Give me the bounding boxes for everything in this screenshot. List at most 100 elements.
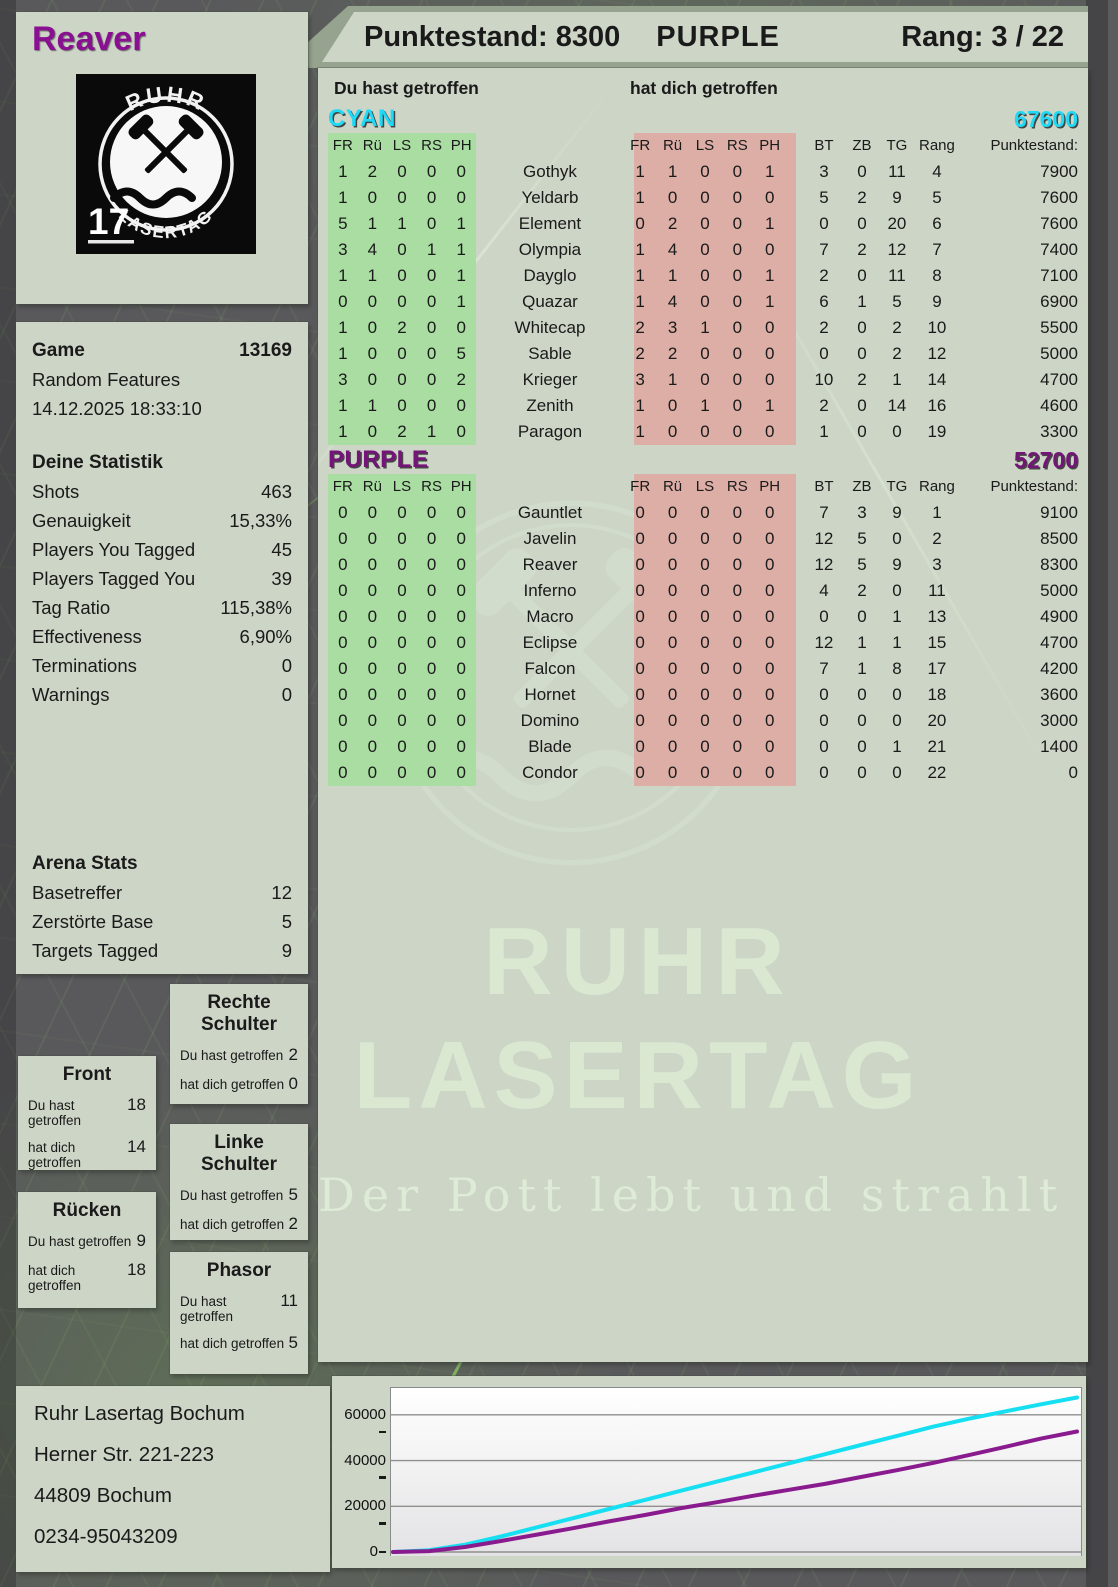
hitbox-taken-row: hat dich getroffen 18: [28, 1260, 146, 1293]
hitbox-taken-value: 14: [127, 1137, 146, 1156]
team-name: PURPLE: [328, 446, 429, 473]
cell-given: 0: [426, 318, 437, 337]
stat-row-label: Warnings: [32, 684, 110, 705]
cell-tg: 14: [887, 396, 907, 415]
hitbox-rechte-schulter: Rechte Schulter Du hast getroffen 2 hat dic…: [170, 984, 308, 1104]
col-gap: [786, 237, 804, 263]
cell-taken: 0: [732, 711, 743, 730]
col-gap: [786, 682, 804, 708]
main-score-panel: RUHR LASERTAG Der Pott lebt und strahlt …: [318, 68, 1088, 1362]
col-gap: [786, 578, 804, 604]
team-section-purple: PURPLE 52700 FR Rü LS RS PH FR Rü LS RS PH BT ZB TG Ran…: [318, 446, 1088, 786]
cell-taken: 2: [667, 214, 678, 233]
team-table: FR Rü LS RS PH FR Rü LS RS PH BT ZB TG Rang Punktestan…: [318, 133, 1088, 445]
arena-stats-rows: Basetreffer 12 Zerstörte Base 5 Targets Tagg…: [32, 878, 292, 965]
hitbox-given-row: Du hast getroffen 11: [180, 1291, 298, 1324]
cell-taken: 1: [635, 188, 645, 207]
cell-taken: 0: [732, 607, 743, 626]
cell-given: 2: [397, 318, 407, 337]
cell-bt: 10: [814, 370, 834, 389]
cell-rang: 16: [927, 396, 947, 415]
col-gap: [786, 367, 804, 393]
cell-tg: 9: [892, 555, 902, 574]
cell-bt: 12: [814, 633, 834, 652]
cell-given: 0: [397, 555, 407, 574]
cell-given: 0: [397, 240, 407, 259]
cell-tg: 8: [892, 659, 902, 678]
cell-rang: 9: [932, 292, 942, 311]
col-gap: [786, 656, 804, 682]
cell-given: 0: [456, 607, 466, 626]
table-header-row: FR Rü LS RS PH FR Rü LS RS PH BT ZB TG Rang Punktestan…: [318, 133, 1088, 159]
cell-given: 0: [426, 659, 437, 678]
stat-row: Effectiveness 6,90%: [32, 622, 292, 651]
cell-given: 1: [338, 396, 348, 415]
stat-row: Genauigkeit 15,33%: [32, 506, 292, 535]
col-gap: [786, 263, 804, 289]
cell-taken: 0: [635, 633, 645, 652]
col-header-tg: TG: [886, 478, 908, 495]
cell-taken: 0: [732, 266, 743, 285]
cell-taken: 0: [700, 581, 710, 600]
col-header-punktestand: Punktestand:: [990, 137, 1078, 154]
chart-svg: [390, 1387, 1082, 1562]
cell-punktestand: 9100: [1040, 503, 1078, 522]
cell-given: 0: [367, 370, 378, 389]
cell-punktestand: 3600: [1040, 685, 1078, 704]
cell-given: 0: [456, 503, 466, 522]
arena-stat-row-label: Targets Tagged: [32, 940, 159, 961]
cell-given: 1: [367, 214, 378, 233]
cell-zb: 0: [857, 396, 867, 415]
cell-player-name: Zenith: [526, 396, 574, 415]
cell-taken: 0: [700, 685, 710, 704]
cell-given: 0: [367, 581, 378, 600]
cell-taken: 0: [667, 422, 678, 441]
cell-given: 0: [338, 529, 348, 548]
cell-given: 0: [397, 292, 407, 311]
cell-given: 0: [426, 292, 437, 311]
chart-y-tick-label: 60000: [340, 1406, 386, 1440]
cell-punktestand: 1400: [1040, 737, 1078, 756]
cell-bt: 7: [819, 240, 829, 259]
cell-taken: 0: [700, 240, 710, 259]
cell-taken: 0: [764, 370, 775, 389]
cell-given: 0: [397, 344, 407, 363]
table-row: 1 1 0 0 1 Dayglo 1 1 0 0 1 2 0 11 8 7100: [318, 263, 1088, 289]
cell-given: 0: [426, 607, 437, 626]
cell-given: 0: [397, 162, 407, 181]
col-gap: [786, 526, 804, 552]
cell-bt: 12: [814, 555, 834, 574]
cell-taken: 1: [667, 266, 678, 285]
hitbox-taken-value: 2: [288, 1214, 298, 1233]
table-row: 0 0 0 0 0 Condor 0 0 0 0 0 0 0 0 22 0: [318, 760, 1088, 786]
given-hits-zone: [328, 474, 476, 786]
stat-row-value: 0: [281, 684, 292, 705]
cell-zb: 5: [857, 555, 867, 574]
cell-player-name: Whitecap: [514, 318, 586, 337]
watermark-line1: RUHR: [483, 908, 793, 1015]
cell-given: 0: [367, 344, 378, 363]
table-row: 0 0 0 0 0 Reaver 0 0 0 0 0 12 5 9 3 8300: [318, 552, 1088, 578]
stat-row-value: 6,90%: [239, 626, 292, 647]
cell-taken: 0: [635, 607, 645, 626]
cell-taken: 0: [764, 503, 775, 522]
cell-player-name: Paragon: [517, 422, 583, 441]
table-row: 0 0 0 0 1 Quazar 1 4 0 0 1 6 1 5 9 6900: [318, 289, 1088, 315]
cell-given: 0: [456, 188, 466, 207]
hitbox-taken-value: 18: [127, 1260, 146, 1279]
col-gap: [786, 393, 804, 419]
cell-given: 0: [426, 396, 437, 415]
cell-punktestand: 0: [1068, 763, 1078, 782]
col-header-taken: Rü: [662, 137, 683, 154]
cell-bt: 0: [819, 344, 829, 363]
table-row: 0 0 0 0 0 Gauntlet 0 0 0 0 0 7 3 9 1 9100: [318, 500, 1088, 526]
cell-rang: 15: [927, 633, 947, 652]
cell-zb: 0: [857, 737, 867, 756]
watermark-text: RUHR LASERTAG Der Pott lebt und strahlt: [318, 908, 1057, 1223]
cell-given: 0: [397, 737, 407, 756]
team-section-cyan: CYAN 67600 FR Rü LS RS PH FR Rü LS RS PH BT ZB TG Rang P…: [318, 105, 1088, 445]
cell-rang: 3: [932, 555, 942, 574]
cell-taken: 0: [732, 370, 743, 389]
col-header-given: Rü: [362, 137, 382, 154]
cell-taken: 0: [764, 240, 775, 259]
